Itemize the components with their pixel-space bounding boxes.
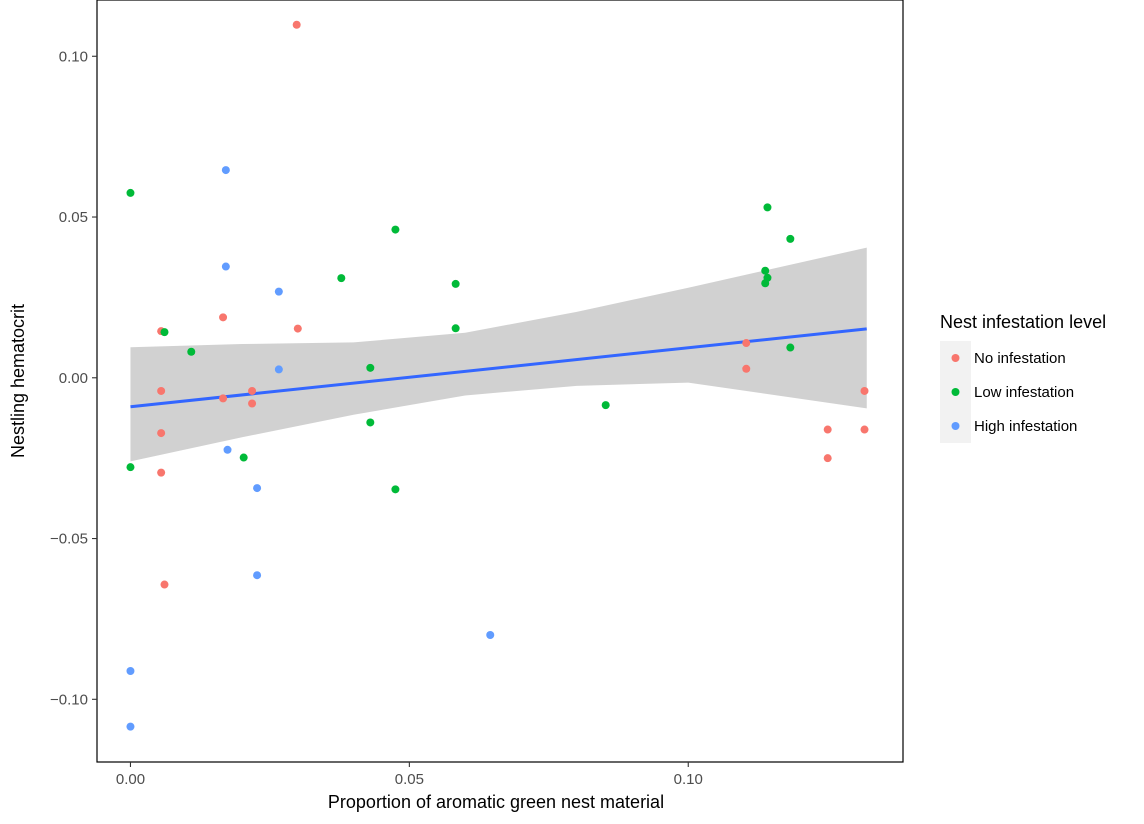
data-point-s1-p13 xyxy=(763,203,772,212)
data-point-s0-p2 xyxy=(219,313,228,322)
y-tick-label-2: 0.00 xyxy=(59,370,88,387)
data-point-s0-p12 xyxy=(742,364,751,373)
data-point-s2-p5 xyxy=(253,484,262,493)
data-point-s1-p0 xyxy=(126,188,135,197)
data-points-layer xyxy=(126,20,869,731)
data-point-s1-p1 xyxy=(126,463,135,472)
data-point-s2-p2 xyxy=(274,287,283,296)
data-point-s1-p15 xyxy=(761,266,770,275)
data-point-s1-p18 xyxy=(786,343,795,352)
y-tick-label-1: −0.05 xyxy=(50,531,88,548)
data-point-s2-p6 xyxy=(253,571,262,580)
data-point-s2-p9 xyxy=(126,722,135,731)
data-point-s2-p3 xyxy=(274,365,283,374)
x-axis: 0.00 0.05 0.10 xyxy=(116,762,703,788)
data-point-s0-p9 xyxy=(157,468,166,477)
data-point-s1-p12 xyxy=(601,401,610,410)
data-point-s2-p4 xyxy=(223,445,232,454)
legend-label-0: No infestation xyxy=(974,350,1066,367)
legend-marker-0 xyxy=(951,354,960,362)
data-point-s1-p7 xyxy=(366,418,375,427)
data-point-s1-p4 xyxy=(239,453,248,462)
data-point-s0-p10 xyxy=(160,580,169,589)
data-point-s1-p2 xyxy=(160,328,169,337)
data-point-s2-p1 xyxy=(221,262,230,271)
x-tick-label-2: 0.10 xyxy=(674,771,703,788)
data-point-s0-p6 xyxy=(248,386,257,395)
data-point-s2-p7 xyxy=(486,631,495,639)
legend-marker-1 xyxy=(951,388,960,396)
legend-marker-2 xyxy=(951,422,960,430)
data-point-s1-p17 xyxy=(761,279,770,288)
data-point-s0-p7 xyxy=(248,399,257,408)
data-point-s1-p6 xyxy=(366,363,375,372)
data-point-s0-p13 xyxy=(860,386,869,395)
data-point-s2-p8 xyxy=(126,667,135,676)
data-point-s2-p0 xyxy=(221,166,230,175)
data-point-s0-p14 xyxy=(823,425,832,434)
data-point-s0-p3 xyxy=(293,324,302,333)
y-tick-label-0: −0.10 xyxy=(50,691,88,708)
data-point-s0-p16 xyxy=(823,454,832,463)
y-tick-label-3: 0.05 xyxy=(59,209,88,226)
x-axis-title: Proportion of aromatic green nest materi… xyxy=(328,792,664,812)
x-tick-label-1: 0.05 xyxy=(395,771,424,788)
data-point-s1-p14 xyxy=(786,234,795,243)
data-point-s1-p8 xyxy=(391,225,400,234)
data-point-s0-p8 xyxy=(157,429,166,438)
y-tick-label-4: 0.10 xyxy=(59,48,88,65)
y-axis: −0.10 −0.05 0.00 0.05 0.10 xyxy=(50,48,97,708)
data-point-s1-p10 xyxy=(451,279,460,288)
y-axis-title: Nestling hematocrit xyxy=(8,304,28,458)
data-point-s0-p0 xyxy=(292,20,301,29)
data-point-s1-p11 xyxy=(451,324,460,333)
x-tick-label-0: 0.00 xyxy=(116,771,145,788)
data-point-s1-p9 xyxy=(391,485,400,494)
legend: Nest infestation level No infestation Low… xyxy=(940,312,1106,443)
legend-items: No infestation Low infestation High infest… xyxy=(940,341,1077,443)
data-point-s1-p3 xyxy=(187,347,196,356)
legend-label-2: High infestation xyxy=(974,418,1077,435)
confidence-band xyxy=(130,247,867,462)
legend-title: Nest infestation level xyxy=(940,312,1106,332)
data-point-s0-p5 xyxy=(219,394,228,403)
data-point-s0-p4 xyxy=(157,386,166,395)
legend-label-1: Low infestation xyxy=(974,384,1074,401)
confidence-band-layer xyxy=(130,247,867,462)
data-point-s0-p11 xyxy=(742,339,751,348)
data-point-s1-p5 xyxy=(337,274,346,283)
data-point-s0-p15 xyxy=(860,425,869,434)
